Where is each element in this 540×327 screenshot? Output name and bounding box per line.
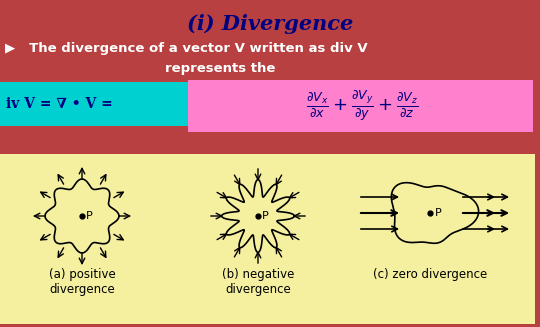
Text: P: P: [262, 211, 269, 221]
Text: P: P: [435, 208, 442, 218]
Text: (i) Divergence: (i) Divergence: [187, 14, 353, 34]
Bar: [188, 80, 533, 132]
Text: iv V = ∇ • V =: iv V = ∇ • V =: [6, 97, 113, 111]
Text: P: P: [86, 211, 93, 221]
Text: (c) zero divergence: (c) zero divergence: [373, 268, 487, 281]
Text: ▶   The divergence of a vector V written as div V: ▶ The divergence of a vector V written a…: [5, 42, 368, 55]
Text: represents the: represents the: [165, 62, 275, 75]
Text: $\frac{\partial V_x}{\partial x} + \frac{\partial V_y}{\partial y} + \frac{\part: $\frac{\partial V_x}{\partial x} + \frac…: [306, 89, 418, 123]
Bar: [0, 154, 535, 324]
Bar: [0, 82, 188, 126]
Text: (b) negative
divergence: (b) negative divergence: [222, 268, 294, 296]
Text: (a) positive
divergence: (a) positive divergence: [49, 268, 116, 296]
